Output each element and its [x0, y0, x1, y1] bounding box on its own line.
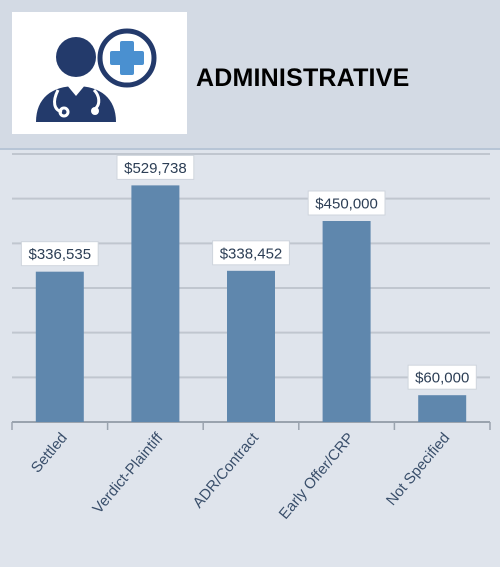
x-tick-label: Settled: [28, 430, 71, 477]
data-label: $336,535: [29, 246, 92, 263]
bar: [322, 221, 371, 422]
page-title: ADMINISTRATIVE: [196, 64, 410, 92]
bar: [131, 185, 180, 422]
bar: [227, 270, 275, 422]
data-label-box: [20, 241, 99, 267]
data-label: $450,000: [315, 196, 378, 213]
x-tick-label: Not Specified: [383, 430, 453, 509]
bar: [35, 271, 84, 422]
data-label: $338,452: [220, 245, 283, 262]
bar: [418, 395, 467, 422]
data-label-box: [212, 240, 290, 266]
header-divider: [0, 148, 500, 150]
x-tick-label: ADR/Contract: [190, 429, 263, 511]
doctor-medical-cross-icon: [36, 28, 157, 122]
data-label-box: [407, 364, 477, 390]
x-tick-label: Verdict-Plaintiff: [89, 429, 167, 517]
data-label-box: [116, 154, 195, 180]
bar-chart: $336,535 Settled $529,738 Verdict-Plaintiff…: [11, 153, 491, 523]
data-label: $529,738: [124, 160, 187, 177]
chart-area: $336,535 Settled $529,738 Verdict-Plaintiff…: [0, 150, 500, 567]
x-tick-label: Early Offer/CRP: [276, 430, 358, 523]
data-label-box: [307, 190, 386, 216]
logo: [12, 12, 187, 134]
header-panel: ADMINISTRATIVE: [0, 0, 500, 148]
data-label: $60,000: [415, 370, 469, 387]
